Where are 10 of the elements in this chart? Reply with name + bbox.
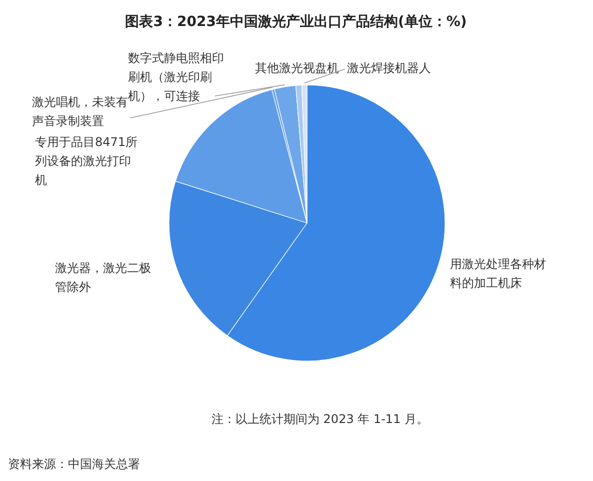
slice-label: 专用于品目8471所列设备的激光打印机: [35, 135, 138, 187]
slice-label: 激光器，激光二极管除外: [55, 261, 151, 294]
text: 资料来源：中国海关总署: [8, 457, 140, 471]
slice-label: 其他激光视盘机: [255, 61, 339, 75]
slice-label: 用激光处理各种材料的加工机床: [450, 257, 546, 290]
slice-label: 数字式静电照相印刷机（激光印刷机），可连接: [128, 51, 224, 103]
slice-label: 激光焊接机器人: [347, 61, 431, 75]
chart-title: 图表3：2023年中国激光产业出口产品结构(单位：%): [125, 13, 467, 30]
text: 注：以上统计期间为 2023 年 1-11 月。: [211, 412, 429, 426]
slice-label: 激光唱机，未装有声音录制装置: [32, 95, 128, 128]
